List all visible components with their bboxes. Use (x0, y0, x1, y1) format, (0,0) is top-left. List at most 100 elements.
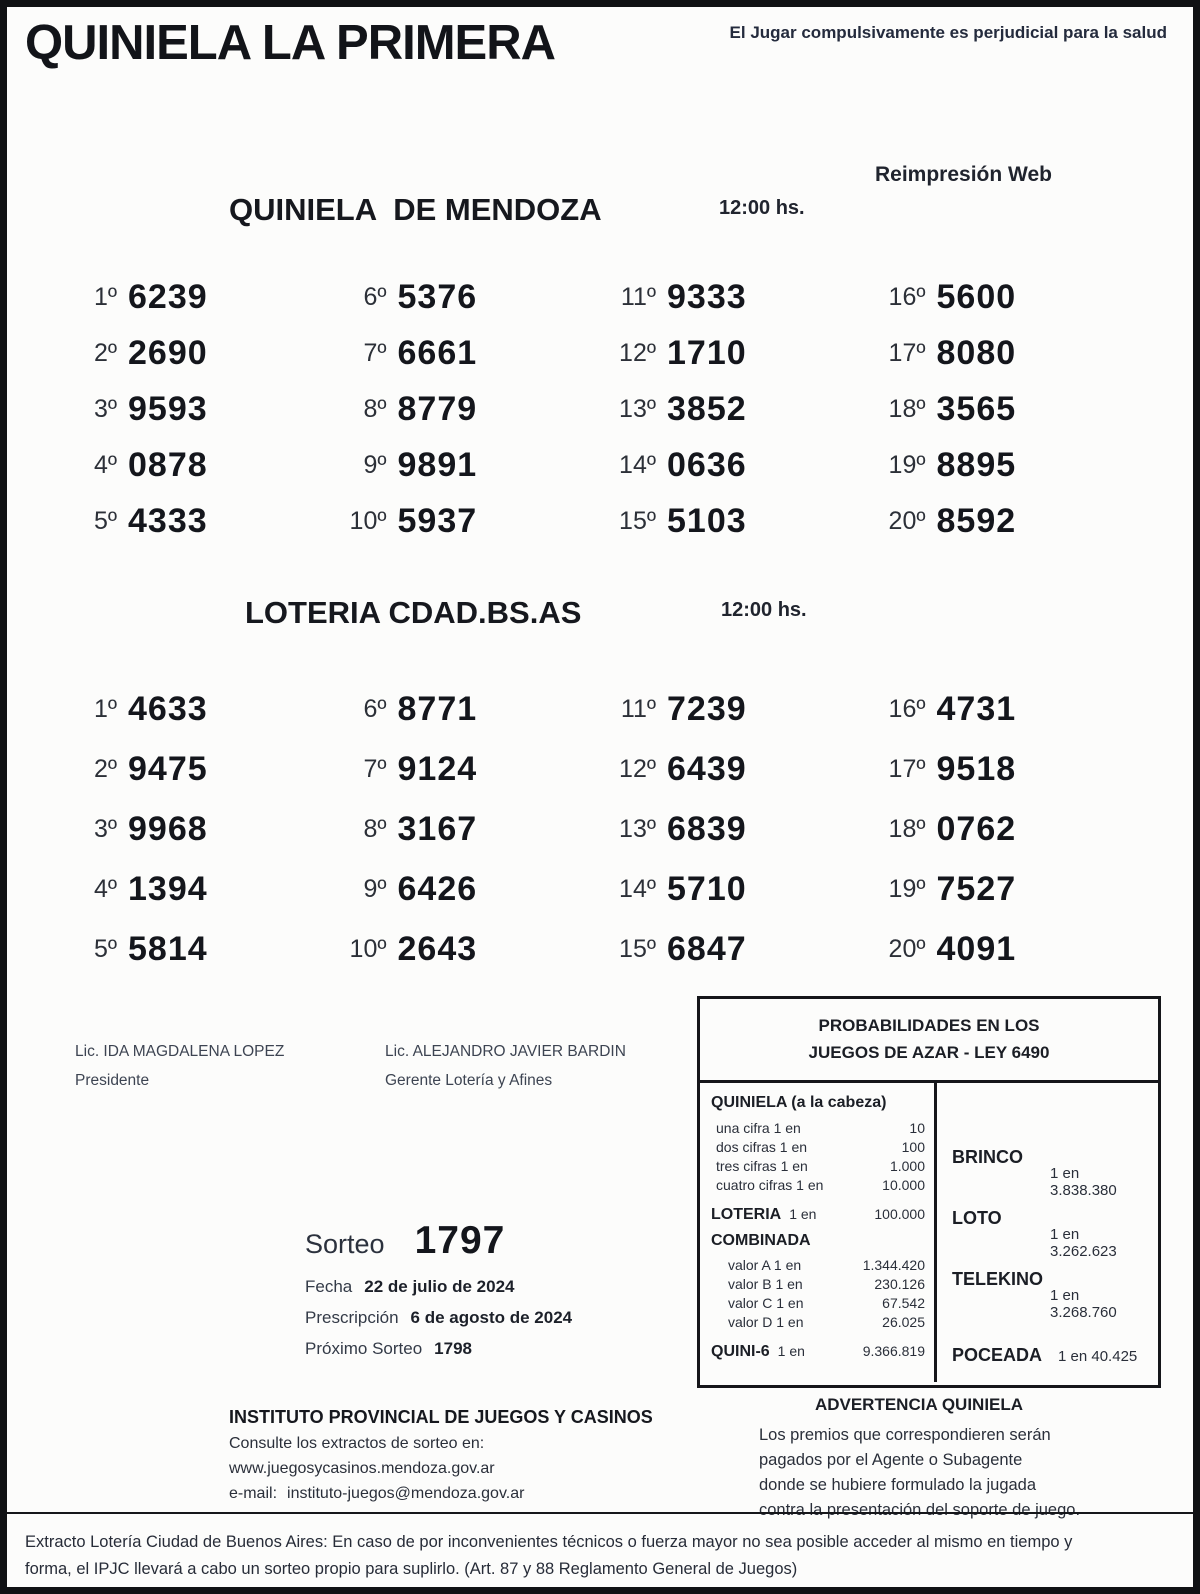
odds-value: 26.025 (882, 1314, 925, 1330)
draw-title-bsas: LOTERIA CDAD.BS.AS (245, 595, 582, 630)
result-cell: 15º 5103 (602, 493, 872, 549)
signature-role: Presidente (75, 1072, 150, 1089)
result-cell: 14º 0636 (602, 437, 872, 493)
signature-role: Gerente Lotería y Afines (385, 1072, 553, 1089)
draw-number-row: Sorteo 1797 (305, 1219, 572, 1263)
result-number: 5814 (128, 929, 208, 968)
result-cell: 16º 4731 (872, 679, 1142, 739)
result-cell: 4º 1394 (63, 859, 333, 919)
result-number: 5376 (397, 277, 478, 316)
odds-label: valor C 1 en (728, 1295, 804, 1311)
result-number: 6839 (667, 809, 747, 848)
odds-value: 1.000 (889, 1158, 925, 1174)
odds-row: valor B 1 en 230.126 (711, 1275, 925, 1294)
result-cell: 16º 5600 (872, 269, 1142, 325)
odds-label: una cifra 1 en (716, 1120, 801, 1136)
draw-info-block: Sorteo 1797 Fecha 22 de julio de 2024 Pre… (305, 1219, 572, 1359)
institute-email-row: e-mail: instituto-juegos@mendoza.gov.ar (229, 1485, 653, 1503)
result-number: 8779 (397, 389, 478, 428)
odds-row: dos cifras 1 en 100 (711, 1138, 925, 1157)
result-cell: 13º 6839 (602, 799, 872, 859)
result-number: 8080 (936, 333, 1017, 372)
draw-number-label: Sorteo (305, 1229, 385, 1259)
result-position: 4º (93, 874, 117, 903)
odds-value: 1.344.420 (862, 1257, 925, 1273)
next-draw-value: 1798 (434, 1339, 472, 1358)
game-odds-entry: TELEKINO 1 en 3.268.760 (952, 1269, 1146, 1321)
game-odds-entry: BRINCO 1 en 3.838.380 (952, 1147, 1146, 1199)
result-number: 9518 (936, 749, 1017, 788)
quini6-odds-mid: 1 en (777, 1343, 805, 1359)
result-position: 3º (93, 814, 117, 843)
result-position: 1º (93, 694, 117, 723)
signature-name: Lic. IDA MAGDALENA LOPEZ (75, 1043, 285, 1060)
result-position: 15º (619, 934, 656, 963)
odds-value: 230.126 (874, 1276, 925, 1292)
result-position: 2º (93, 338, 117, 367)
institute-name: INSTITUTO PROVINCIAL DE JUEGOS Y CASINOS (229, 1407, 653, 1427)
institute-email: instituto-juegos@mendoza.gov.ar (287, 1485, 525, 1502)
result-number: 7239 (667, 689, 747, 728)
result-number: 8771 (397, 689, 478, 728)
result-position: 12º (619, 754, 656, 783)
result-position: 10º (349, 506, 387, 535)
result-position: 18º (888, 394, 926, 423)
loteria-odds-mid: 1 en (789, 1206, 817, 1222)
result-number: 9124 (397, 749, 478, 788)
quiniela-odds-rows: una cifra 1 en 10 dos cifras 1 en 100 tres c… (711, 1119, 925, 1195)
odds-label: valor B 1 en (728, 1276, 803, 1292)
result-number: 0762 (936, 809, 1017, 848)
result-cell: 8º 3167 (333, 799, 603, 859)
combinada-odds-rows: valor A 1 en 1.344.420 valor B 1 en 230.126… (711, 1256, 925, 1332)
draw-time-mendoza: 12:00 hs. (719, 197, 805, 219)
result-number: 8592 (936, 501, 1017, 540)
odds-label: tres cifras 1 en (716, 1158, 808, 1174)
result-cell: 18º 3565 (872, 381, 1142, 437)
institute-block: INSTITUTO PROVINCIAL DE JUEGOS Y CASINOS… (229, 1407, 653, 1503)
odds-row: valor A 1 en 1.344.420 (711, 1256, 925, 1275)
game-name: TELEKINO (952, 1269, 1044, 1289)
result-position: 6º (363, 282, 387, 311)
result-number: 1394 (128, 869, 208, 908)
result-position: 17º (888, 338, 926, 367)
result-number: 2643 (397, 929, 478, 968)
probabilities-title: PROBABILIDADES EN LOS JUEGOS DE AZAR - L… (700, 999, 1158, 1083)
result-position: 17º (888, 754, 926, 783)
result-number: 9891 (397, 445, 478, 484)
result-position: 14º (619, 874, 656, 903)
reprint-label: Reimpresión Web (875, 163, 1052, 186)
quini6-odds-label: QUINI-6 (711, 1343, 770, 1360)
odds-label: cuatro cifras 1 en (716, 1177, 824, 1193)
game-odds-value: 1 en 3.838.380 (1050, 1165, 1117, 1199)
draw-date-row: Fecha 22 de julio de 2024 (305, 1277, 572, 1297)
text-line: pagados por el Agente o Subagente (759, 1451, 1023, 1469)
quini6-odds-value: 9.366.819 (862, 1343, 925, 1359)
game-odds-value: 1 en 3.262.623 (1050, 1226, 1117, 1260)
result-number: 9475 (128, 749, 208, 788)
result-number: 5937 (397, 501, 478, 540)
result-cell: 12º 6439 (602, 739, 872, 799)
email-label: e-mail: (229, 1485, 278, 1502)
signature-name: Lic. ALEJANDRO JAVIER BARDIN (385, 1043, 626, 1060)
result-cell: 1º 6239 (63, 269, 333, 325)
result-position: 19º (888, 874, 926, 903)
loteria-odds-label: LOTERIA (711, 1206, 782, 1223)
result-cell: 15º 6847 (602, 919, 872, 979)
result-number: 5600 (936, 277, 1017, 316)
result-position: 13º (619, 394, 656, 423)
signature-manager: Lic. ALEJANDRO JAVIER BARDIN Gerente Lot… (385, 1043, 626, 1090)
footer-note: Extracto Lotería Ciudad de Buenos Aires:… (25, 1529, 1175, 1583)
probabilities-right-column: BRINCO 1 en 3.838.380 LOTO 1 en 3.262.623 TE… (937, 1083, 1158, 1382)
results-grid-mendoza: 1º 6239 2º 2690 3º 9593 4º 0878 5º 4333 6º 5376 7º 66… (63, 269, 1141, 549)
odds-row: cuatro cifras 1 en 10.000 (711, 1176, 925, 1195)
game-odds-value: 1 en 3.268.760 (1050, 1287, 1117, 1321)
result-position: 8º (363, 394, 387, 423)
result-position: 6º (363, 694, 387, 723)
loteria-odds-row: LOTERIA 1 en 100.000 (711, 1205, 925, 1224)
result-number: 9593 (128, 389, 208, 428)
result-cell: 7º 9124 (333, 739, 603, 799)
institute-website: www.juegosycasinos.mendoza.gov.ar (229, 1460, 495, 1477)
result-position: 10º (349, 934, 387, 963)
result-position: 11º (620, 282, 656, 311)
result-number: 4333 (128, 501, 208, 540)
